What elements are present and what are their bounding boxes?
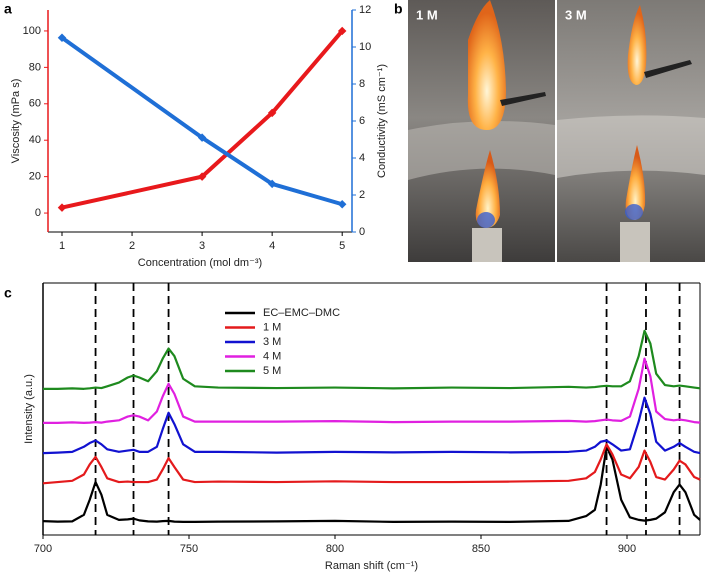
panel-label: c <box>4 285 12 301</box>
y-tick-label: 100 <box>23 25 41 37</box>
y2-tick-label: 0 <box>359 226 365 238</box>
panel-label: a <box>4 1 12 17</box>
y2-tick-label: 12 <box>359 4 371 16</box>
panel-label: b <box>394 1 403 17</box>
y2-tick-label: 10 <box>359 41 371 53</box>
series-line <box>60 36 343 207</box>
x-tick-label: 3 <box>199 240 205 252</box>
y2-axis-label: Conductivity (mS cm⁻¹) <box>376 64 388 178</box>
y2-tick-label: 4 <box>359 152 365 164</box>
y-tick-label: 60 <box>29 98 41 110</box>
legend-label: 3 M <box>263 336 281 348</box>
series-line <box>42 443 701 485</box>
legend-label: 1 M <box>263 321 281 333</box>
y-axis-label: Intensity (a.u.) <box>23 374 35 444</box>
y-tick-label: 0 <box>35 207 41 219</box>
data-point <box>267 179 277 189</box>
legend-label: 4 M <box>263 350 281 362</box>
y-tick-label: 20 <box>29 171 41 183</box>
y-tick-label: 40 <box>29 134 41 146</box>
data-point <box>267 108 277 118</box>
y2-tick-label: 6 <box>359 115 365 127</box>
flame-photo <box>408 0 555 262</box>
x-tick-label: 2 <box>129 240 135 252</box>
flame-photo <box>557 0 705 262</box>
x-tick-label: 1 <box>59 240 65 252</box>
legend-label: 5 M <box>263 365 281 377</box>
series-line <box>42 445 701 523</box>
y-tick-label: 80 <box>29 61 41 73</box>
x-tick-label: 900 <box>618 543 636 555</box>
x-tick-label: 4 <box>269 240 275 252</box>
series-line <box>43 357 701 424</box>
series-line <box>43 329 701 390</box>
y2-tick-label: 2 <box>359 189 365 201</box>
y-axis-label: Viscosity (mPa s) <box>10 79 22 164</box>
data-point <box>57 33 67 42</box>
x-axis-label: Raman shift (cm⁻¹) <box>325 560 418 572</box>
legend-label: EC–EMC–DMC <box>263 307 340 319</box>
photo-label: 1 M <box>416 7 438 22</box>
x-tick-label: 5 <box>339 240 345 252</box>
x-tick-label: 750 <box>180 543 198 555</box>
x-tick-label: 850 <box>472 543 490 555</box>
series-line <box>61 29 344 210</box>
data-point <box>337 200 347 209</box>
y2-tick-label: 8 <box>359 78 365 90</box>
x-axis-label: Concentration (mol dm⁻³) <box>138 257 262 269</box>
x-tick-label: 700 <box>34 543 52 555</box>
series-line <box>42 396 701 455</box>
photo-label: 3 M <box>565 7 587 22</box>
data-point <box>57 203 67 212</box>
data-point <box>337 26 347 36</box>
data-point <box>197 133 207 142</box>
data-point <box>197 172 207 181</box>
x-tick-label: 800 <box>326 543 344 555</box>
